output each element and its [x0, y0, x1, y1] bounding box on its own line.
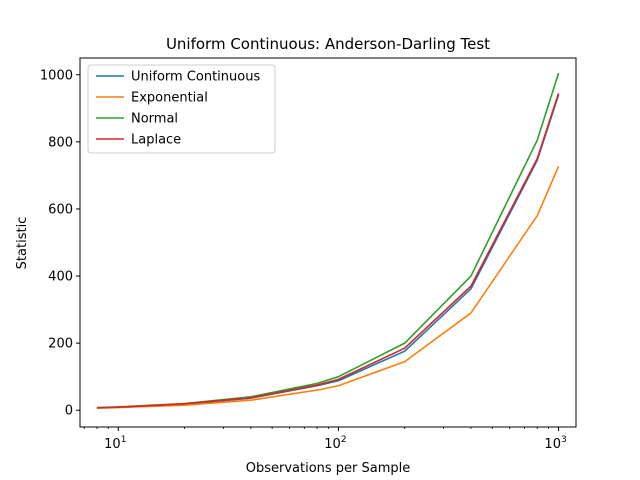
x-tick-base: 10 [544, 437, 561, 452]
legend: Uniform Continuous Exponential Normal Lapla… [87, 64, 276, 154]
x-tick-label: 102 [324, 435, 346, 452]
y-tick-label: 400 [48, 270, 73, 285]
series-line-3 [96, 92, 560, 409]
legend-label: Uniform Continuous [131, 70, 260, 85]
legend-box [87, 64, 276, 154]
series-line-1 [96, 166, 560, 410]
y-axis: 0 200 400 600 800 1000 [40, 68, 80, 419]
legend-label: Exponential [131, 91, 208, 106]
x-tick-exponent: 1 [121, 435, 127, 445]
x-tick-exponent: 2 [341, 435, 347, 445]
x-tick-exponent: 3 [561, 435, 567, 445]
x-tick-base: 10 [104, 437, 121, 452]
x-tick-label: 101 [104, 435, 126, 452]
chart-title: Uniform Continuous: Anderson-Darling Tes… [166, 35, 490, 53]
y-tick-label: 600 [48, 202, 73, 217]
y-tick-label: 200 [48, 337, 73, 352]
x-tick-label: 103 [544, 435, 566, 452]
x-axis: 101 102 103 [83, 427, 567, 452]
y-tick-label: 800 [48, 135, 73, 150]
legend-label: Normal [131, 112, 178, 127]
y-axis-label: Statistic [15, 217, 30, 270]
x-tick-base: 10 [324, 437, 341, 452]
y-tick-label: 1000 [40, 68, 73, 83]
series-lines [96, 72, 560, 410]
legend-label: Laplace [131, 133, 181, 148]
y-tick-label: 0 [65, 404, 73, 419]
x-axis-label: Observations per Sample [246, 461, 411, 476]
